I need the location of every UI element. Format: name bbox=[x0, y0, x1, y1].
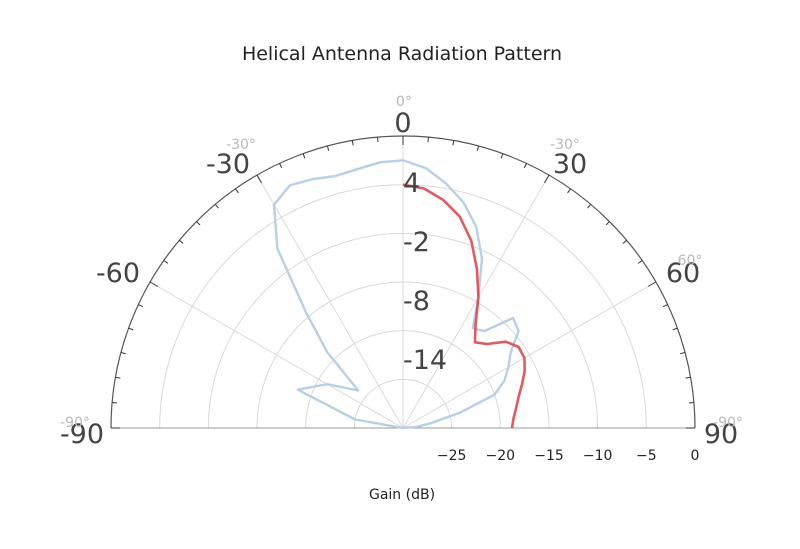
angle-label-faint: -90° bbox=[713, 415, 743, 431]
inner-gain-label: 4 bbox=[403, 168, 420, 199]
angle-tick bbox=[196, 221, 201, 226]
radial-tick-label: −5 bbox=[636, 448, 657, 464]
inner-gain-label: -2 bbox=[403, 227, 430, 258]
angle-tick bbox=[500, 153, 504, 159]
angle-tick bbox=[622, 239, 628, 244]
angle-tick bbox=[214, 203, 219, 209]
angle-tick bbox=[672, 327, 678, 331]
grid-spoke bbox=[256, 174, 404, 429]
angle-label: -60 bbox=[96, 258, 140, 289]
angle-tick bbox=[567, 188, 571, 194]
angle-label-faint: -30° bbox=[226, 137, 256, 153]
x-axis-label: Gain (dB) bbox=[369, 487, 435, 503]
angle-label: -30 bbox=[206, 149, 250, 180]
grid-spoke bbox=[402, 174, 550, 429]
angle-tick bbox=[163, 260, 169, 264]
angle-tick bbox=[326, 145, 330, 151]
angle-label: 90 bbox=[704, 419, 738, 450]
angle-tick bbox=[637, 260, 643, 264]
angle-tick bbox=[587, 203, 592, 209]
angle-tick bbox=[256, 174, 262, 184]
radial-tick-label: 0 bbox=[691, 448, 700, 464]
radial-tick-label: −20 bbox=[486, 448, 516, 464]
angle-label: 30 bbox=[553, 149, 587, 180]
angle-tick bbox=[178, 239, 184, 244]
inner-gain-label: -8 bbox=[403, 286, 430, 317]
series-layer bbox=[272, 159, 526, 430]
angle-tick bbox=[605, 221, 610, 226]
angle-tick bbox=[680, 351, 686, 355]
grid-spoke bbox=[402, 281, 657, 429]
angle-tick bbox=[279, 163, 283, 169]
angle-tick bbox=[662, 304, 668, 308]
angle-tick bbox=[351, 140, 354, 146]
angle-label: 60 bbox=[666, 258, 700, 289]
grid-spoke bbox=[149, 281, 404, 429]
angle-label-faint: -90° bbox=[60, 415, 90, 431]
angle-tick bbox=[235, 188, 239, 194]
angle-tick bbox=[138, 304, 144, 308]
angle-label: -90 bbox=[60, 419, 104, 450]
angle-label-faint: 60° bbox=[678, 253, 703, 269]
series-line-1 bbox=[272, 159, 520, 430]
labels-layer: −25 −20 −15 −10 −5 0 4 -2 -8 -14 0 -30 30 -60 60 -90 90 0… bbox=[60, 94, 743, 464]
inner-gain-label: -14 bbox=[403, 345, 447, 376]
angle-tick bbox=[685, 376, 691, 379]
angle-tick bbox=[149, 281, 159, 287]
angle-label-faint: 0° bbox=[396, 94, 412, 110]
angle-tick bbox=[128, 327, 134, 331]
radial-tick-label: −25 bbox=[437, 448, 467, 464]
angle-tick bbox=[115, 376, 121, 379]
angle-tick bbox=[302, 153, 306, 159]
angle-tick bbox=[120, 351, 126, 355]
angle-tick bbox=[452, 140, 455, 146]
angle-tick bbox=[647, 281, 657, 287]
angle-tick bbox=[523, 163, 527, 169]
radial-tick-label: −15 bbox=[534, 448, 564, 464]
angle-label: 0 bbox=[394, 108, 411, 139]
series-line-2 bbox=[402, 183, 526, 429]
radial-tick-label: −10 bbox=[583, 448, 613, 464]
angle-label-faint: -30° bbox=[550, 137, 580, 153]
angle-tick bbox=[476, 145, 480, 151]
angle-tick bbox=[544, 174, 550, 184]
chart-title: Helical Antenna Radiation Pattern bbox=[242, 43, 562, 65]
